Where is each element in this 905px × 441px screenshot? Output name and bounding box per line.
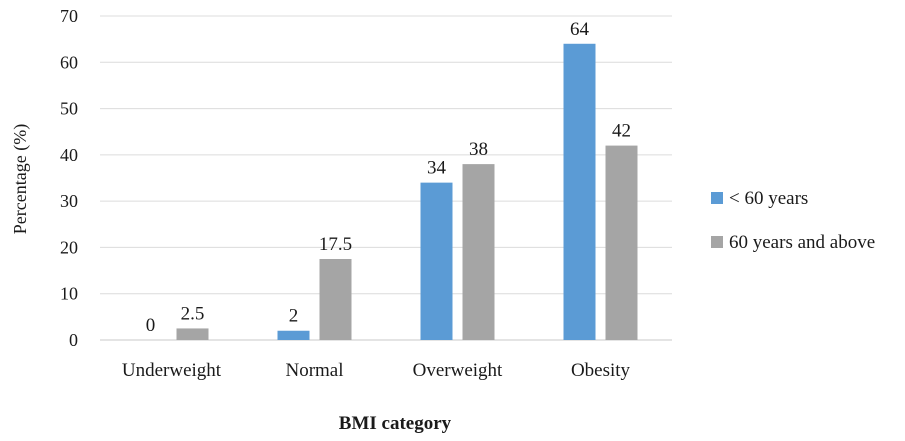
bar [277, 330, 310, 340]
y-tick-label: 50 [60, 99, 78, 119]
legend-label: 60 years and above [729, 232, 875, 253]
data-label: 64 [570, 19, 590, 40]
data-label: 38 [469, 139, 488, 160]
data-label: 0 [146, 315, 156, 336]
x-tick-label: Overweight [413, 360, 503, 381]
legend-swatch [711, 236, 723, 248]
x-tick-label: Obesity [571, 360, 631, 381]
y-tick-label: 10 [60, 284, 78, 304]
gridlines [100, 15, 672, 341]
data-label: 42 [612, 121, 631, 142]
y-tick-label: 40 [60, 145, 78, 165]
y-tick-label: 60 [60, 52, 78, 72]
bar [176, 328, 209, 340]
x-tick-label: Normal [285, 360, 343, 381]
y-axis-label: Percentage (%) [10, 124, 31, 234]
y-tick-label: 30 [60, 191, 78, 211]
y-tick-label: 0 [69, 330, 78, 350]
bar [563, 43, 596, 341]
bar [319, 259, 352, 340]
legend-label: < 60 years [729, 188, 808, 209]
data-label: 34 [427, 158, 447, 179]
bar [605, 145, 638, 340]
x-tick-labels: Underweight Normal Overweight Obesity [122, 360, 631, 381]
legend-swatch [711, 192, 723, 204]
x-tick-label: Underweight [122, 360, 222, 381]
y-tick-labels: 0 10 20 30 40 50 60 70 [60, 6, 78, 350]
legend: < 60 years 60 years and above [711, 188, 875, 253]
bar [420, 182, 453, 340]
data-label: 17.5 [319, 234, 352, 255]
bars [176, 43, 638, 341]
data-label: 2.5 [181, 303, 205, 324]
x-axis-label: BMI category [339, 413, 452, 434]
bar [462, 164, 495, 340]
y-tick-label: 70 [60, 6, 78, 26]
data-label: 2 [289, 306, 299, 327]
data-labels: 0 2.5 2 17.5 34 38 64 42 [146, 19, 631, 336]
y-tick-label: 20 [60, 237, 78, 257]
